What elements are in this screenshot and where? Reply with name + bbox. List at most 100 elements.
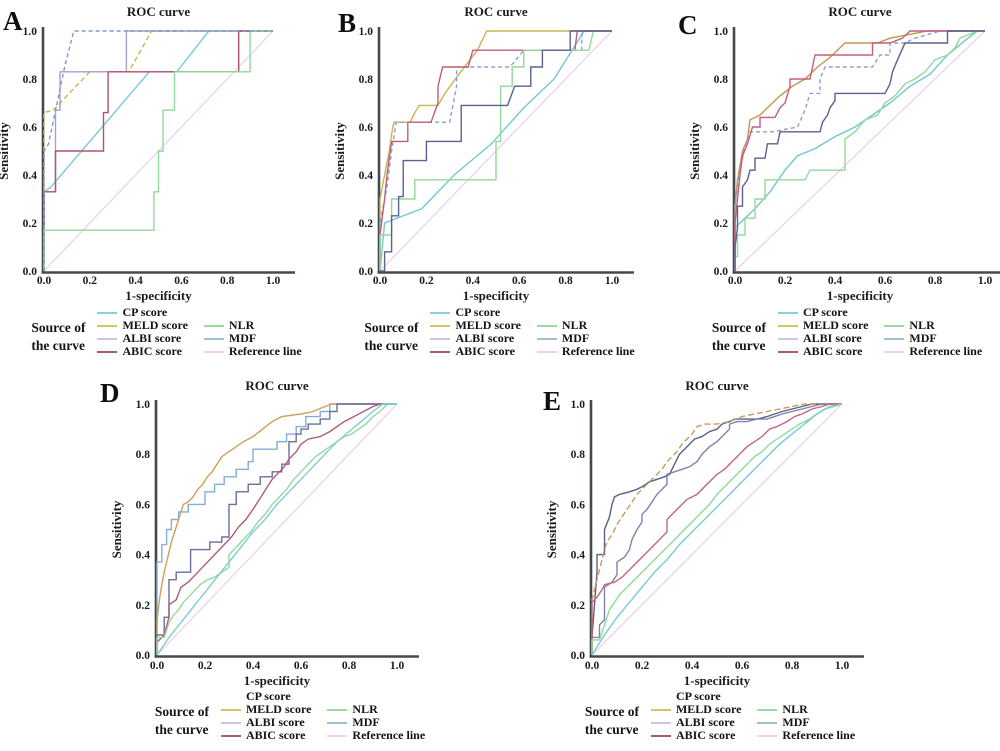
y-tick-label: 0.2 (714, 218, 729, 230)
legend-swatch-mdf (884, 337, 905, 340)
x-axis-label: 1-specificity (684, 673, 751, 688)
roc-curve-albi-score (156, 403, 397, 655)
x-tick-label: 0.6 (878, 275, 893, 287)
legend-entry-cp-score: CP score (221, 690, 311, 703)
roc-curve-albi-score (734, 30, 985, 271)
legend-title-line2: the curve (31, 337, 85, 353)
x-tick-label: 0.2 (198, 660, 213, 672)
legend-label: ABIC score (802, 344, 863, 358)
legend-swatch-reference-line (203, 350, 224, 353)
legend-label: Reference line (228, 344, 302, 358)
legend-label: Reference line (782, 728, 856, 742)
legend-label: MELD score (455, 318, 521, 332)
legend-swatch-albi-score (430, 337, 451, 340)
x-tick-label: 1.0 (266, 275, 281, 287)
y-axis-label: Sensitivity (333, 122, 347, 180)
legend-column-2: NLR MDF Reference line (203, 306, 302, 358)
panel-letter: A (3, 6, 23, 36)
y-tick-label: 0.0 (571, 650, 586, 662)
y-tick-label: 0.4 (571, 550, 586, 562)
legend-entry-nlr: NLR (884, 319, 982, 332)
legend-entry-meld-score: MELD score (220, 703, 311, 716)
roc-curve-mdf (734, 30, 985, 271)
legend-label: CP score (802, 305, 848, 319)
legend-label: NLR (228, 318, 255, 332)
legend-entry-reference-line: Reference line (884, 345, 982, 358)
legend-label: MELD score (122, 318, 188, 332)
roc-panel-a: A ROC curve 0.0 0.2 0.4 0.6 0.8 1.0 0.0 0.2 0.4 0.… (0, 0, 333, 372)
legend-label: MDF (782, 715, 810, 729)
y-tick-label: 1.0 (136, 399, 151, 411)
legend-swatch-abic-score (650, 734, 671, 737)
y-tick-label: 0.6 (359, 122, 374, 134)
roc-curve-cp-score (156, 403, 397, 655)
roc-curve-nlr (43, 30, 273, 271)
legend-swatch-abic-score (777, 350, 798, 353)
roc-panel-d: D ROC curve 0.0 0.2 0.4 0.6 0.8 1.0 0.0 0.2 0.4 0.… (95, 374, 485, 751)
legend-entry-mdf: MDF (203, 331, 302, 345)
legend-swatch-nlr (203, 324, 224, 327)
y-tick-label: 0.8 (23, 74, 38, 86)
x-tick-label: 0.2 (778, 275, 793, 287)
x-tick-label: 0.4 (128, 275, 143, 287)
plot-title: ROC curve (127, 4, 190, 19)
roc-panel-b: B ROC curve 0.0 0.2 0.4 0.6 0.8 1.0 0.0 0.2 0.4 0.… (333, 0, 666, 372)
y-tick-label: 1.0 (714, 26, 729, 38)
y-tick-label: 0.2 (359, 218, 374, 230)
y-tick-label: 0.8 (359, 74, 374, 86)
legend-label: MELD score (802, 318, 869, 332)
legend-label: MDF (228, 331, 257, 345)
legend-swatch-meld-score (777, 324, 798, 327)
legend-label: CP score (245, 689, 291, 703)
legend-swatch-reference-line (536, 350, 557, 353)
legend-swatch-reference-line (757, 734, 778, 737)
legend-entry-nlr: NLR (203, 318, 302, 332)
legend-column-1: CP score MELD score ALBI score ABIC score (777, 305, 869, 358)
roc-curve-meld-score (379, 30, 612, 271)
legend-label: ALBI score (675, 715, 735, 729)
roc-curve-cp-score (379, 30, 612, 272)
legend-entry-cp-score: CP score (97, 306, 187, 319)
x-tick-label: 0.2 (635, 660, 650, 672)
plot-title: ROC curve (685, 378, 748, 393)
legend-swatch-nlr (327, 708, 348, 711)
roc-curve-albi-score (591, 403, 842, 655)
y-tick-label: 0.2 (23, 218, 38, 230)
legend-swatch-reference-line (327, 734, 348, 737)
legend-swatch-meld-score (650, 708, 671, 711)
roc-curve-abic-score (734, 30, 985, 271)
legend-swatch-cp-score (97, 311, 118, 314)
y-axis-label: Sensitivity (544, 500, 559, 558)
legend-swatch-abic-score (220, 734, 241, 737)
legend-entry-reference-line: Reference line (327, 729, 425, 742)
legend-title-line1: Source of (31, 320, 86, 335)
legend-entry-reference-line: Reference line (203, 344, 302, 358)
legend-label: MDF (561, 331, 590, 345)
legend-label: ALBI score (802, 331, 862, 345)
x-axis-label: 1-specificity (463, 288, 530, 303)
legend-swatch-mdf (327, 721, 348, 724)
legend-swatch-albi-score (650, 721, 671, 724)
legend-label: NLR (352, 702, 378, 716)
legend-title-line2: the curve (584, 721, 639, 737)
x-tick-label: 0.4 (828, 275, 843, 287)
legend-column-2: NLR MDF Reference line (327, 690, 425, 742)
legend: Source of the curve CP score MELD score AL… (0, 306, 333, 358)
plot-title: ROC curve (828, 4, 891, 19)
roc-curve-mdf (591, 403, 843, 656)
x-tick-label: 0.2 (83, 275, 98, 287)
x-tick-label: 0.0 (585, 660, 600, 672)
panel-letter: D (100, 378, 120, 408)
legend-label: CP score (675, 689, 721, 703)
x-tick-label: 0.0 (150, 660, 165, 672)
x-tick-label: 0.4 (246, 660, 261, 672)
roc-plot: ROC curve 0.0 0.2 0.4 0.6 0.8 1.0 0.0 0.2 0.4 0.6 0… (0, 4, 295, 303)
y-tick-label: 0.0 (714, 266, 729, 278)
legend-entry-mdf: MDF (327, 716, 425, 729)
legend-entry-albi-score: ALBI score (777, 331, 868, 345)
legend-swatch-albi-score (220, 721, 241, 724)
y-tick-label: 1.0 (359, 26, 374, 38)
legend-entry-meld-score: MELD score (650, 703, 741, 716)
legend-swatch-meld-score (97, 324, 118, 327)
roc-plot: ROC curve 0.0 0.2 0.4 0.6 0.8 1.0 0.0 0.2 0.4 0.6 0… (109, 378, 419, 688)
